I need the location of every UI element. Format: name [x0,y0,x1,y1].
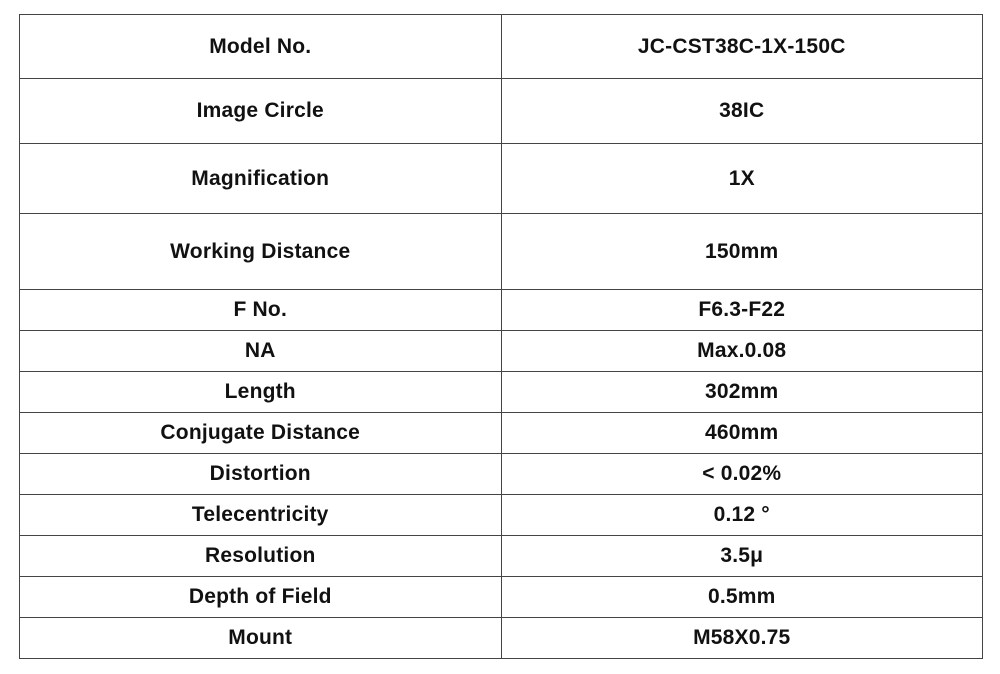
table-row: Working Distance 150mm [19,213,983,290]
table-row: Mount M58X0.75 [19,617,983,659]
table-row: Resolution 3.5μ [19,535,983,577]
spec-value: 0.5mm [500,576,983,618]
spec-value: 0.12 ° [500,494,983,536]
spec-value: 1X [500,143,983,214]
table-row: Model No. JC-CST38C-1X-150C [19,14,983,79]
spec-label: Magnification [19,143,502,214]
spec-value: Max.0.08 [500,330,983,372]
table-row: Magnification 1X [19,143,983,214]
spec-label: Model No. [19,14,502,79]
spec-value: < 0.02% [500,453,983,495]
table-row: NA Max.0.08 [19,330,983,372]
spec-label: Distortion [19,453,502,495]
table-row: F No. F6.3-F22 [19,289,983,331]
table-row: Distortion < 0.02% [19,453,983,495]
table-row: Depth of Field 0.5mm [19,576,983,618]
spec-value: 3.5μ [500,535,983,577]
table-row: Image Circle 38IC [19,78,983,144]
spec-value: M58X0.75 [500,617,983,659]
spec-label: Telecentricity [19,494,502,536]
spec-label: Length [19,371,502,413]
table-row: Conjugate Distance 460mm [19,412,983,454]
spec-value: JC-CST38C-1X-150C [500,14,983,79]
spec-label: Working Distance [19,213,502,290]
spec-label: F No. [19,289,502,331]
spec-label: NA [19,330,502,372]
spec-value: 460mm [500,412,983,454]
table-row: Telecentricity 0.12 ° [19,494,983,536]
spec-value: 302mm [500,371,983,413]
spec-value: 150mm [500,213,983,290]
spec-label: Depth of Field [19,576,502,618]
spec-label: Mount [19,617,502,659]
spec-label: Resolution [19,535,502,577]
spec-value: 38IC [500,78,983,144]
table-row: Length 302mm [19,371,983,413]
spec-value: F6.3-F22 [500,289,983,331]
spec-label: Conjugate Distance [19,412,502,454]
spec-label: Image Circle [19,78,502,144]
spec-table: Model No. JC-CST38C-1X-150C Image Circle 38… [19,14,983,659]
